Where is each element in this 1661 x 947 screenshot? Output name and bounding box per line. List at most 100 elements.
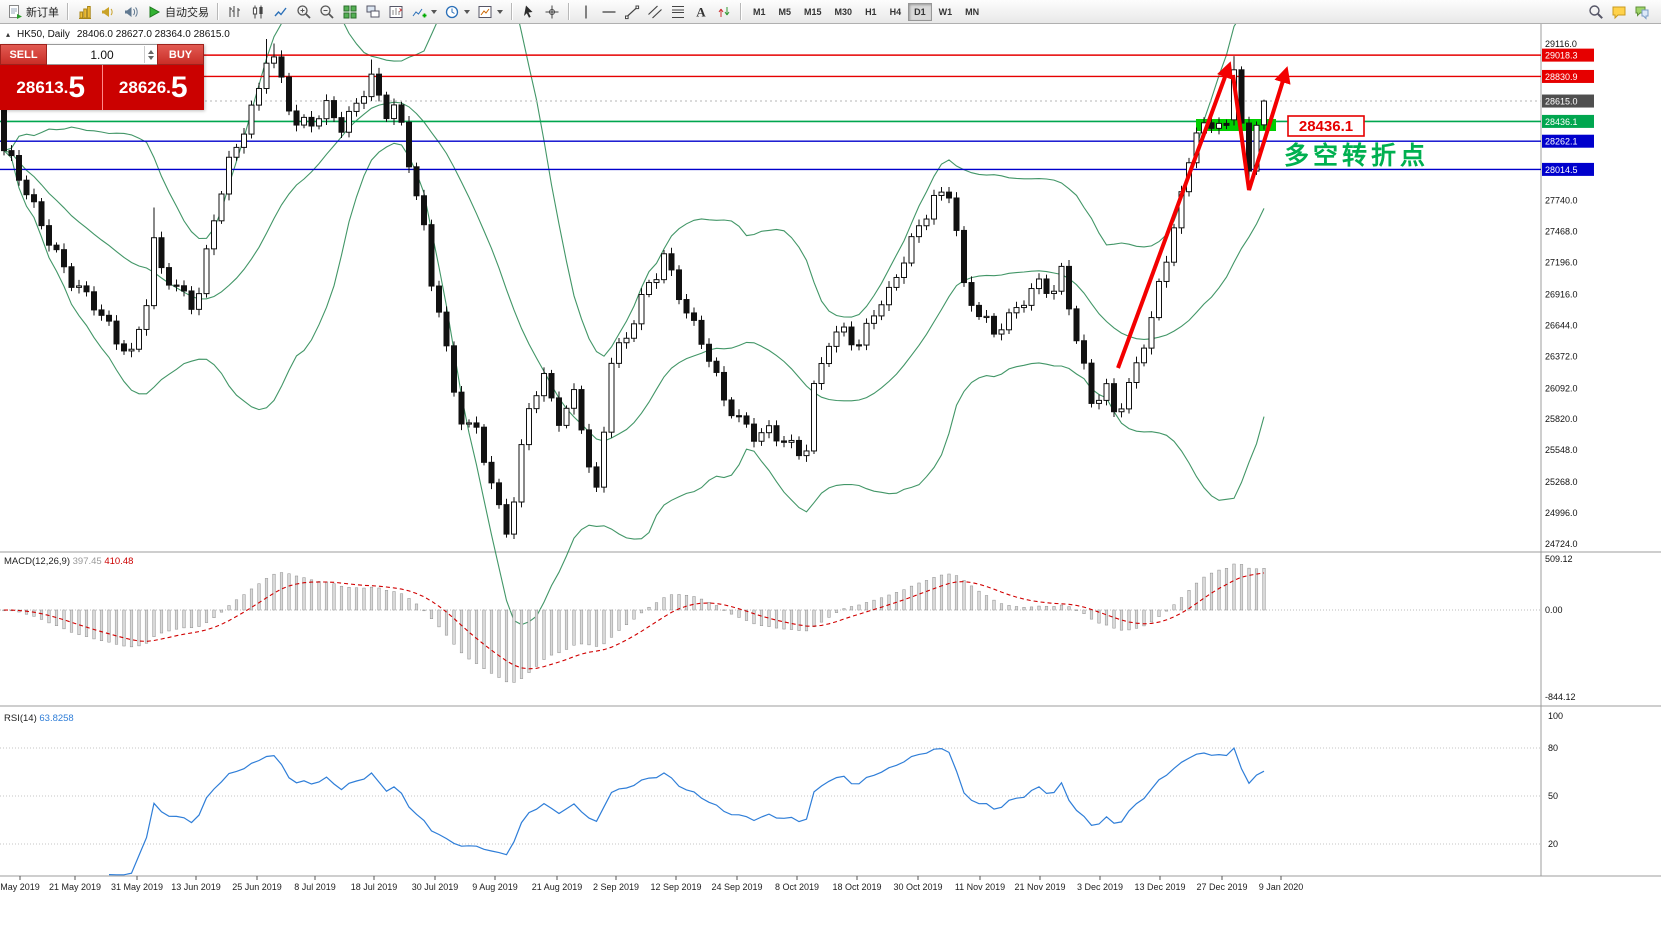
date-label: 27 Dec 2019 <box>1196 882 1247 892</box>
search-button[interactable] <box>1585 2 1607 22</box>
svg-text:28436.1: 28436.1 <box>1545 117 1578 127</box>
vertical-line-button[interactable] <box>575 2 597 22</box>
timeframe-m30-button[interactable]: M30 <box>829 3 859 21</box>
rsi-label: RSI(14) 63.8258 <box>4 713 74 724</box>
chart-canvas[interactable]: 28436.1 多空转折点 29116.0 27740.0 27468.0 27196.0… <box>0 24 1661 947</box>
svg-text:25268.0: 25268.0 <box>1545 477 1578 487</box>
panel-collapse-toggle[interactable]: ▴ <box>6 30 11 39</box>
cursor-button[interactable] <box>518 2 540 22</box>
volume-field[interactable]: 1.00 <box>47 44 157 65</box>
spinner-down-icon[interactable] <box>147 55 154 60</box>
templates-icon <box>477 4 493 20</box>
sell-button[interactable]: SELL <box>0 44 47 65</box>
community-button[interactable] <box>1631 2 1653 22</box>
crosshair-button[interactable] <box>541 2 563 22</box>
fibonacci-button[interactable] <box>667 2 689 22</box>
svg-text:26644.0: 26644.0 <box>1545 320 1578 330</box>
date-label: 21 May 2019 <box>49 882 101 892</box>
caret-down-icon <box>431 9 437 14</box>
search-icon <box>1588 4 1604 20</box>
periods-button[interactable] <box>441 2 473 22</box>
toolbar-separator <box>568 3 570 20</box>
cursor-icon <box>521 4 537 20</box>
timeframe-w1-button[interactable]: W1 <box>933 3 959 21</box>
price-tag <box>1542 162 1594 176</box>
zoom-in-icon <box>296 4 312 20</box>
price-tag <box>1542 114 1594 128</box>
timeframe-h4-button[interactable]: H4 <box>884 3 908 21</box>
date-label: 2 Sep 2019 <box>593 882 639 892</box>
volume-spinner[interactable] <box>144 46 156 63</box>
profiles-button[interactable] <box>74 2 96 22</box>
trade-panel-top-row: SELL 1.00 BUY <box>0 44 204 65</box>
date-label: 3 Dec 2019 <box>1077 882 1123 892</box>
price-tag <box>1542 48 1594 62</box>
date-label: 21 Aug 2019 <box>532 882 583 892</box>
toolbar-separator <box>217 3 219 20</box>
tile-windows-icon <box>342 4 358 20</box>
text-button[interactable]: A <box>690 2 712 22</box>
tile-windows-button[interactable] <box>339 2 361 22</box>
autotrading-button[interactable]: 自动交易 <box>143 2 212 22</box>
candlestick-button[interactable] <box>247 2 269 22</box>
price-axis: 29116.0 27740.0 27468.0 27196.0 26916.0 26644… <box>1542 39 1594 549</box>
alerts-icon <box>100 4 116 20</box>
trend-arrows[interactable] <box>1116 61 1291 369</box>
volume-value[interactable]: 1.00 <box>90 47 114 62</box>
turning-point-label: 多空转折点 <box>1284 141 1429 170</box>
alerts-button[interactable] <box>97 2 119 22</box>
toolbar-items: 新订单 自动交易 A M1 M5 M15 M30 H1 H4 D1 W1 MN <box>4 2 985 22</box>
chart-shift-button[interactable] <box>385 2 407 22</box>
auto-arrange-button[interactable] <box>362 2 384 22</box>
date-label: 30 Oct 2019 <box>893 882 942 892</box>
svg-text:26372.0: 26372.0 <box>1545 351 1578 361</box>
timeframe-m1-button[interactable]: M1 <box>747 3 772 21</box>
sounds-button[interactable] <box>120 2 142 22</box>
macd-label: MACD(12,26,9) 397.45 410.48 <box>4 556 133 567</box>
annotations[interactable]: 28436.1 多空转折点 <box>1284 115 1429 170</box>
price-tag <box>1542 134 1594 148</box>
zoom-out-button[interactable] <box>316 2 338 22</box>
price-tag <box>1542 69 1594 83</box>
price-callout-text: 28436.1 <box>1299 118 1353 135</box>
pane-separators <box>0 24 1661 877</box>
line-chart-button[interactable] <box>270 2 292 22</box>
timeframe-d1-button[interactable]: D1 <box>908 2 932 21</box>
line-chart-icon <box>273 4 289 20</box>
horizontal-line-button[interactable] <box>598 2 620 22</box>
svg-text:24996.0: 24996.0 <box>1545 508 1578 518</box>
trendline-button[interactable] <box>621 2 643 22</box>
zoom-in-button[interactable] <box>293 2 315 22</box>
spinner-up-icon[interactable] <box>147 49 154 54</box>
toolbar-button-label: 自动交易 <box>165 6 209 19</box>
timeframe-m5-button[interactable]: M5 <box>773 3 798 21</box>
indicator-labels: MACD(12,26,9) 397.45 410.48 509.12 0.00 -84… <box>4 554 1576 849</box>
arrows-button[interactable] <box>713 2 735 22</box>
new-order-button[interactable]: 新订单 <box>4 2 62 22</box>
bar-chart-button[interactable] <box>224 2 246 22</box>
indicators-button[interactable] <box>408 2 440 22</box>
text-icon: A <box>693 4 709 20</box>
arrows-icon <box>716 4 732 20</box>
chat-button[interactable] <box>1608 2 1630 22</box>
buy-button[interactable]: BUY <box>157 44 204 65</box>
date-label: 13 Jun 2019 <box>171 882 221 892</box>
templates-button[interactable] <box>474 2 506 22</box>
buy-price[interactable]: 28626. 5 <box>102 65 204 110</box>
svg-text:50: 50 <box>1548 791 1558 801</box>
channel-button[interactable] <box>644 2 666 22</box>
svg-text:28615.0: 28615.0 <box>1545 97 1578 107</box>
timeframe-h1-button[interactable]: H1 <box>859 3 883 21</box>
chart-area: 28436.1 多空转折点 29116.0 27740.0 27468.0 27196.0… <box>0 24 1661 947</box>
rsi-indicator <box>0 747 1541 876</box>
timeframe-m15-button[interactable]: M15 <box>798 3 828 21</box>
candlestick-series <box>1 38 1267 540</box>
svg-text:27740.0: 27740.0 <box>1545 196 1578 206</box>
sell-price[interactable]: 28613. 5 <box>0 65 103 110</box>
date-label: 8 Oct 2019 <box>775 882 819 892</box>
price-tag <box>1542 94 1594 108</box>
timeframe-mn-button[interactable]: MN <box>959 3 985 21</box>
toolbar-button-label: 新订单 <box>26 6 59 19</box>
svg-text:25820.0: 25820.0 <box>1545 414 1578 424</box>
periods-icon <box>444 4 460 20</box>
